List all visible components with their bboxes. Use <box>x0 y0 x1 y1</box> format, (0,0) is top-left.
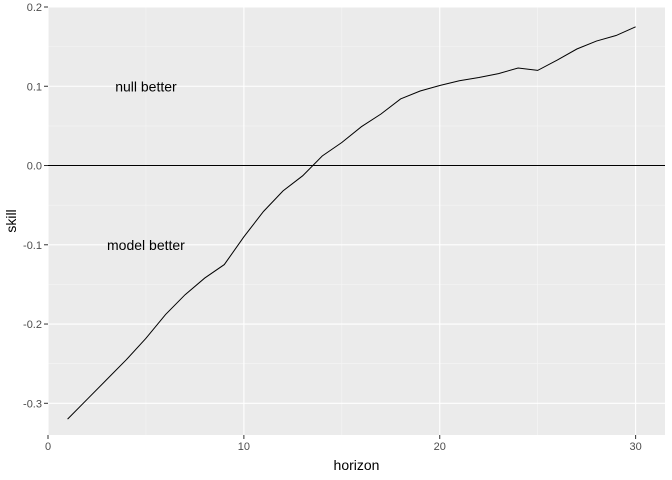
y-axis-title: skill <box>3 209 19 232</box>
x-tick-label: 20 <box>434 441 446 453</box>
x-axis-title: horizon <box>334 457 380 473</box>
skill-series-line <box>67 26 636 420</box>
x-tick-label: 30 <box>629 441 641 453</box>
major-gridlines <box>47 6 665 435</box>
y-tick-label: -0.2 <box>23 319 42 331</box>
y-tick-label: 0.1 <box>27 81 42 93</box>
x-tick-label: 10 <box>238 441 250 453</box>
x-axis-ticks: 0 10 20 30 <box>45 435 642 453</box>
y-tick-label: -0.3 <box>23 398 42 410</box>
x-tick-label: 0 <box>45 441 51 453</box>
y-tick-label: 0.0 <box>27 161 42 173</box>
annotation-null-better: null better <box>115 78 177 94</box>
annotation-model-better: model better <box>107 237 185 253</box>
y-tick-label: -0.1 <box>23 240 42 252</box>
plot-panel <box>48 7 665 435</box>
y-axis-ticks: -0.3 -0.2 -0.1 0.0 0.1 0.2 <box>23 2 48 410</box>
minor-gridlines <box>48 7 665 435</box>
y-tick-label: 0.2 <box>27 2 42 14</box>
